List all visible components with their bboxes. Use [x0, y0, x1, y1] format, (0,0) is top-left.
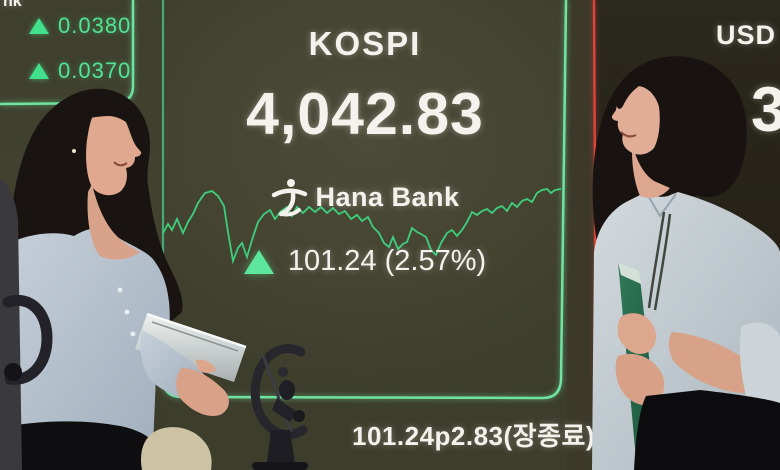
button	[130, 331, 136, 337]
hand	[176, 368, 229, 416]
tablet-screen-line	[151, 321, 239, 352]
earring	[72, 149, 76, 153]
mic-arm	[0, 178, 53, 470]
partial-bank-text: nk	[3, 0, 22, 10]
kospi-value: 4,042.83	[246, 81, 484, 147]
skirt	[0, 421, 158, 470]
up-triangle-icon	[29, 18, 49, 34]
person-left	[0, 88, 247, 470]
usd-label: USD	[716, 20, 777, 50]
collar	[645, 191, 677, 218]
up-triangle-icon	[243, 249, 274, 274]
kospi-title: KOSPI	[308, 25, 422, 62]
hana-bank-label: Hana Bank	[315, 181, 460, 212]
smile	[620, 131, 637, 138]
cardigan	[0, 228, 170, 470]
kospi-change-row: 101.24 (2.57%)	[163, 245, 567, 278]
thumb	[196, 359, 216, 373]
usd-partial-value: 3	[751, 75, 780, 145]
neck	[87, 184, 140, 260]
forearm	[668, 332, 761, 394]
ticker-value: 0.0370	[58, 58, 132, 83]
person-right	[592, 56, 780, 470]
neck	[632, 150, 670, 198]
kospi-close-caption: 101.24p2.83(장종료)	[352, 421, 596, 451]
up-triangle-icon	[29, 63, 49, 79]
lanyard	[647, 211, 672, 311]
bangs	[616, 77, 652, 109]
board-panel-gap	[567, 0, 594, 470]
board-kospi-panel	[163, 0, 567, 470]
mic-shock-mount	[250, 344, 308, 470]
skirt	[634, 390, 780, 470]
hana-symbol-icon	[272, 179, 308, 217]
button	[117, 287, 123, 293]
ticker-row-2: 0.0370	[29, 58, 131, 84]
tablet	[135, 314, 246, 382]
fringe	[86, 104, 141, 138]
ticker-value: 0.0380	[58, 13, 132, 38]
kospi-change-value: 101.24 (2.57%)	[287, 245, 487, 277]
hana-bank-logo: Hana Bank	[163, 176, 567, 218]
hand-upper	[617, 313, 657, 354]
ticker-row-1: 0.0380	[29, 13, 131, 39]
folder-edge-highlight	[618, 262, 641, 284]
tablet-edge	[146, 312, 247, 349]
button	[124, 309, 130, 315]
hand-lower	[615, 353, 665, 406]
beige-bag	[140, 427, 212, 470]
smile	[113, 161, 128, 167]
face	[86, 107, 142, 196]
kospi-chart-line	[162, 188, 562, 265]
